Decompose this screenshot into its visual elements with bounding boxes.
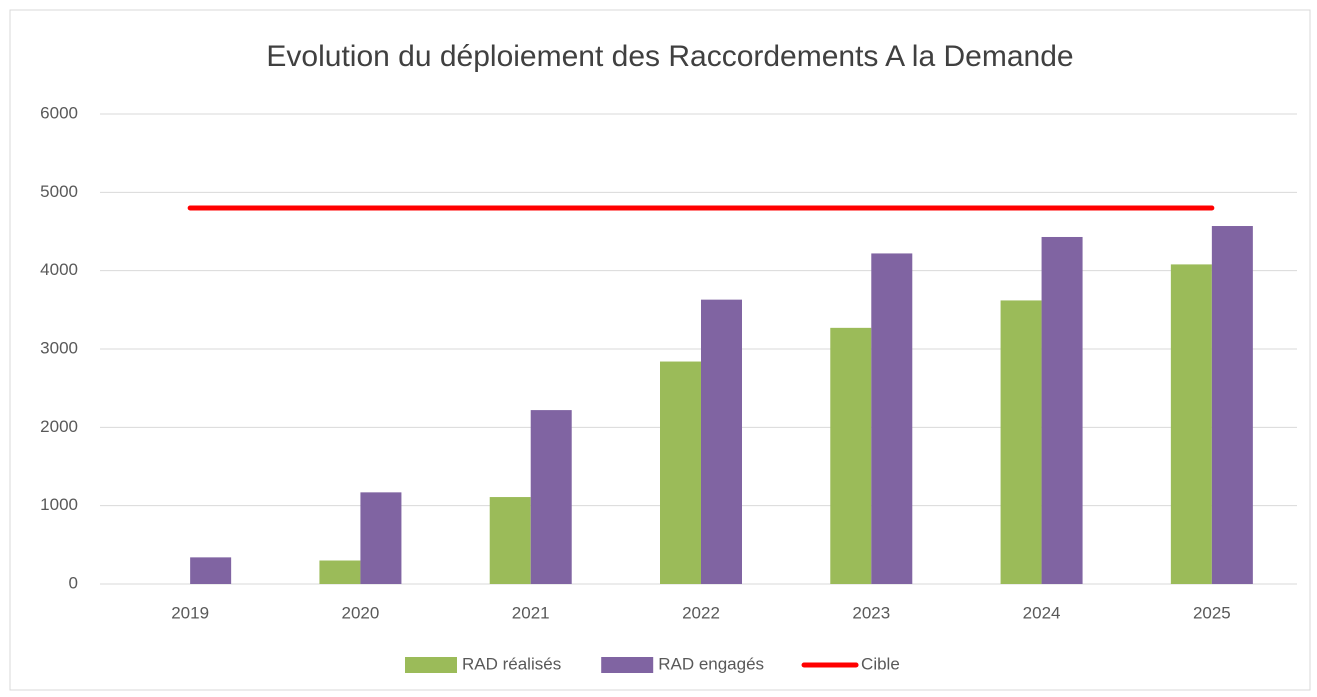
bar: [871, 253, 913, 584]
bar: [1170, 264, 1212, 584]
x-tick-label: 2023: [852, 603, 890, 622]
legend-label: RAD réalisés: [462, 654, 561, 673]
y-tick-label: 6000: [40, 103, 78, 122]
y-tick-label: 1000: [40, 495, 78, 514]
bar: [530, 410, 572, 584]
x-tick-label: 2022: [682, 603, 720, 622]
y-tick-label: 3000: [40, 338, 78, 357]
bar: [1000, 300, 1042, 584]
legend-swatch: [601, 657, 654, 673]
bar: [1211, 226, 1253, 584]
bar: [360, 492, 402, 584]
chart-border: [9, 9, 1311, 691]
chart-title: Evolution du déploiement des Raccordemen…: [266, 40, 1073, 73]
bar: [701, 299, 742, 584]
x-tick-label: 2024: [1023, 603, 1061, 622]
y-tick-label: 5000: [40, 182, 78, 201]
y-tick-label: 0: [69, 573, 78, 592]
x-tick-label: 2020: [342, 603, 380, 622]
legend-label: RAD engagés: [658, 654, 764, 673]
bar: [660, 361, 701, 584]
bar: [190, 557, 232, 584]
x-tick-label: 2021: [512, 603, 550, 622]
legend-label: Cible: [861, 654, 900, 673]
y-tick-label: 2000: [40, 417, 78, 436]
x-tick-label: 2025: [1193, 603, 1231, 622]
bar: [1041, 236, 1083, 584]
x-tick-label: 2019: [171, 603, 209, 622]
bar: [319, 560, 361, 584]
y-tick-label: 4000: [40, 260, 78, 279]
legend-swatch: [405, 657, 457, 673]
bar: [830, 327, 872, 584]
bar: [489, 497, 531, 584]
